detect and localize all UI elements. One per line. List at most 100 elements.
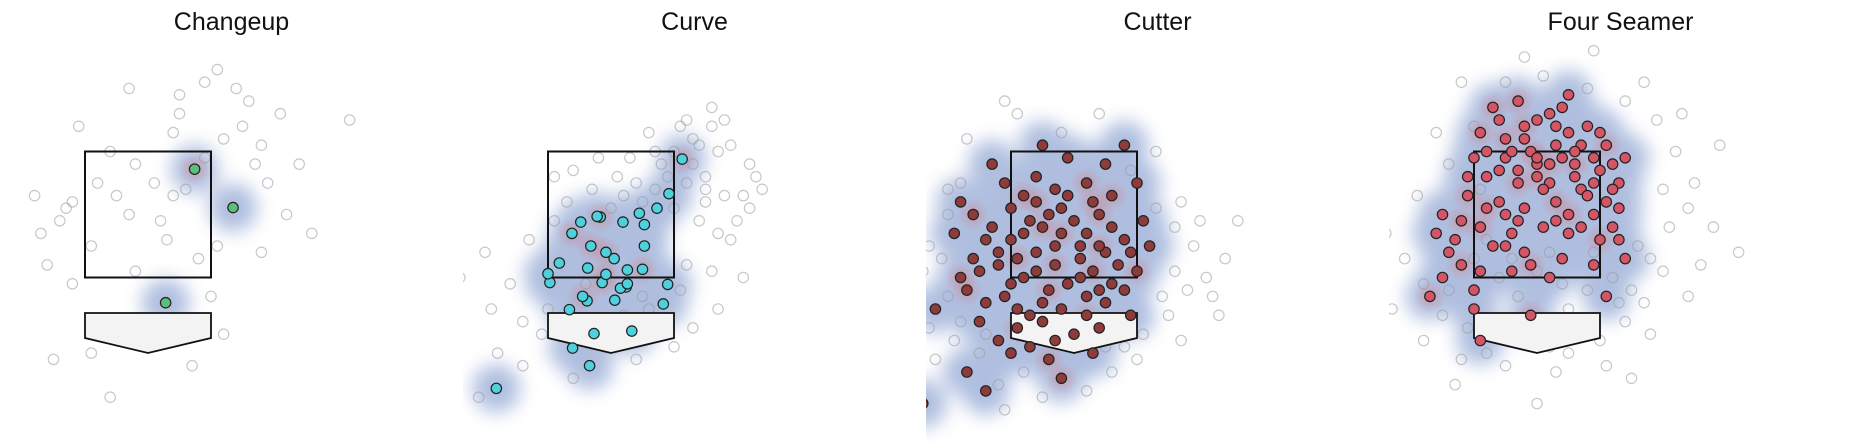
other-pitch-point bbox=[85, 347, 98, 359]
pitch-point bbox=[1080, 290, 1093, 303]
pitch-point bbox=[1106, 277, 1118, 290]
pitch-point bbox=[1455, 259, 1468, 271]
other-pitch-point bbox=[926, 266, 929, 277]
pitch-point bbox=[961, 366, 973, 378]
pitch-point bbox=[1562, 227, 1575, 240]
pitch-point bbox=[1575, 221, 1587, 233]
other-pitch-point bbox=[1556, 277, 1568, 290]
pitch-point bbox=[1474, 126, 1487, 139]
other-pitch-point bbox=[961, 133, 973, 145]
pitch-point bbox=[1606, 221, 1619, 233]
pitch-point bbox=[1468, 284, 1480, 296]
other-pitch-point bbox=[1512, 290, 1524, 303]
pitch-point bbox=[1080, 177, 1093, 189]
pitch-point bbox=[563, 303, 576, 316]
pitch-point bbox=[1512, 164, 1524, 177]
other-pitch-point bbox=[1550, 366, 1562, 378]
other-pitch-point bbox=[1449, 378, 1461, 391]
other-pitch-point bbox=[1713, 139, 1726, 151]
other-pitch-point bbox=[211, 240, 224, 252]
other-pitch-point bbox=[504, 277, 516, 290]
other-pitch-point bbox=[1118, 340, 1131, 353]
pitch-point bbox=[1506, 145, 1518, 158]
other-pitch-point bbox=[1175, 196, 1187, 208]
other-pitch-point bbox=[154, 215, 167, 227]
pitch-point bbox=[1518, 133, 1531, 145]
pitch-point bbox=[1131, 177, 1143, 189]
pitch-point bbox=[1468, 152, 1480, 164]
pitch-point bbox=[1143, 240, 1156, 252]
other-pitch-point bbox=[942, 208, 954, 221]
panel-title-cutter: Cutter bbox=[1123, 8, 1192, 36]
pitch-point bbox=[1499, 240, 1512, 252]
other-pitch-point bbox=[737, 271, 750, 284]
other-pitch-point bbox=[926, 240, 935, 252]
pitch-point bbox=[1074, 271, 1087, 284]
pitch-point bbox=[633, 207, 646, 220]
chart-svg-four-seamer bbox=[1389, 44, 1745, 410]
pitch-point bbox=[600, 268, 612, 281]
other-pitch-point bbox=[1537, 70, 1550, 82]
pitch-point bbox=[1480, 145, 1493, 158]
pitch-point bbox=[1036, 315, 1049, 328]
pitch-point bbox=[625, 325, 638, 337]
other-pitch-point bbox=[1531, 265, 1543, 277]
pitch-point bbox=[566, 227, 578, 240]
pitch-point bbox=[1537, 183, 1550, 196]
pitch-point bbox=[657, 298, 670, 310]
other-pitch-point bbox=[1682, 290, 1694, 303]
other-pitch-point bbox=[1219, 252, 1231, 265]
pitch-point bbox=[1461, 170, 1474, 183]
pitch-point bbox=[1061, 152, 1074, 164]
pitch-point bbox=[1543, 107, 1556, 120]
other-pitch-point bbox=[1036, 391, 1049, 403]
pitch-point bbox=[1506, 265, 1518, 277]
pitch-point bbox=[1499, 133, 1512, 145]
pitch-point bbox=[1061, 189, 1074, 202]
other-pitch-point bbox=[1581, 82, 1594, 95]
pitch-point bbox=[1124, 246, 1137, 259]
pitch-point bbox=[1049, 334, 1061, 347]
other-pitch-point bbox=[1531, 397, 1543, 410]
other-pitch-point bbox=[1389, 303, 1398, 315]
other-pitch-point bbox=[66, 277, 79, 290]
density-blob bbox=[926, 379, 947, 428]
pitch-point bbox=[1594, 233, 1606, 246]
pitch-point bbox=[1499, 208, 1512, 221]
other-pitch-point bbox=[236, 120, 249, 133]
pitch-point bbox=[1030, 265, 1042, 277]
other-pitch-point bbox=[1093, 107, 1105, 120]
other-pitch-point bbox=[1562, 347, 1575, 359]
other-pitch-point bbox=[655, 158, 668, 170]
other-pitch-point bbox=[674, 284, 687, 296]
other-pitch-point bbox=[479, 246, 491, 259]
other-pitch-point bbox=[1732, 246, 1745, 259]
pitch-point bbox=[1537, 221, 1550, 233]
pitch-point bbox=[992, 246, 1005, 259]
other-pitch-point bbox=[535, 328, 548, 340]
pitch-point bbox=[676, 153, 688, 165]
other-pitch-point bbox=[1506, 252, 1518, 265]
pitch-point bbox=[1068, 328, 1080, 340]
pitch-point bbox=[1424, 290, 1436, 303]
pitch-point bbox=[1619, 152, 1631, 164]
pitch-point bbox=[926, 398, 929, 409]
pitch-point bbox=[1594, 164, 1606, 177]
other-pitch-point bbox=[1587, 246, 1600, 259]
pitch-point bbox=[1124, 309, 1137, 322]
other-pitch-point bbox=[992, 378, 1005, 391]
other-pitch-point bbox=[680, 114, 693, 126]
other-pitch-point bbox=[605, 202, 617, 214]
other-pitch-point bbox=[110, 189, 123, 202]
pitch-point bbox=[553, 257, 566, 269]
other-pitch-point bbox=[1499, 76, 1512, 88]
pitch-point bbox=[1550, 215, 1562, 227]
other-pitch-point bbox=[104, 391, 116, 403]
pitch-point bbox=[1600, 290, 1613, 303]
panel-cutter: Cutter bbox=[926, 0, 1389, 442]
other-pitch-point bbox=[636, 196, 649, 208]
pitch-point bbox=[1613, 233, 1625, 246]
other-pitch-point bbox=[624, 152, 636, 164]
pitch-point bbox=[998, 177, 1011, 189]
pitch-point bbox=[1055, 303, 1068, 315]
